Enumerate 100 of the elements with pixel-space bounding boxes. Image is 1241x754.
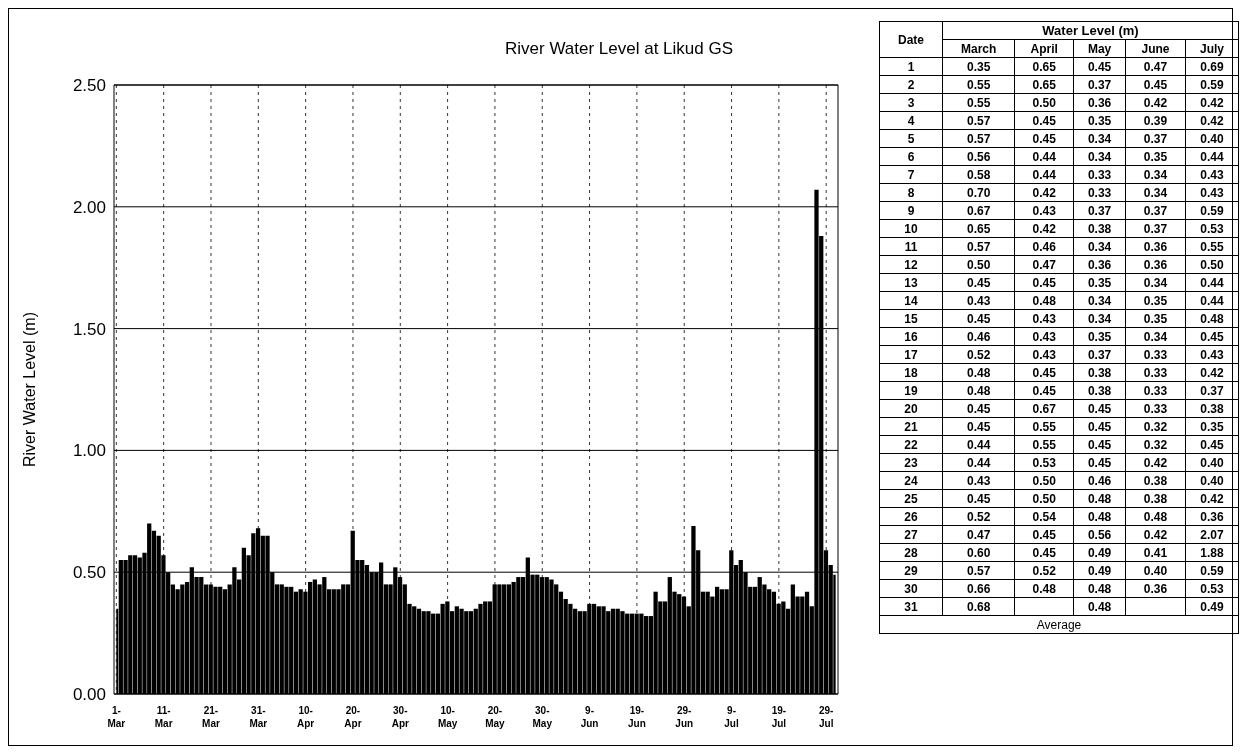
data-label: 0.48	[1073, 489, 1126, 508]
y-tick-label: 19	[879, 381, 943, 400]
data-label: 0.42	[1014, 183, 1074, 202]
data-label: 0.46	[1014, 237, 1074, 256]
data-label: 0.37	[1073, 201, 1126, 220]
data-label: 0.45	[942, 273, 1015, 292]
y-tick-label: 0.00	[72, 685, 106, 705]
data-label: 0.35	[1073, 111, 1126, 130]
data-label: 0.65	[1014, 57, 1074, 76]
x-tick-label: 30-Apr	[391, 705, 409, 729]
data-label: 0.40	[1185, 471, 1239, 490]
y-tick-label: 1.50	[72, 319, 106, 339]
data-label: 0.36	[1125, 579, 1186, 598]
y-tick-label: 28	[879, 543, 943, 562]
y-tick-label: 12	[879, 255, 943, 274]
y-axis-title: River Water Level (m)	[20, 312, 38, 467]
data-label: 0.45	[1014, 525, 1074, 544]
x-tick-label: 29-Jun	[675, 705, 694, 729]
data-label: 0.48	[942, 363, 1015, 382]
data-label: 0.39	[1125, 111, 1186, 130]
data-label: 0.70	[942, 183, 1015, 202]
y-tick-label: 2.50	[72, 76, 106, 96]
y-tick-label: 25	[879, 489, 943, 508]
y-tick-label: 22	[879, 435, 943, 454]
data-label: 0.44	[942, 453, 1015, 472]
data-label: 0.45	[1073, 453, 1126, 472]
data-label: 0.48	[1073, 507, 1126, 526]
data-label: 0.36	[1185, 507, 1239, 526]
data-label: 0.34	[1125, 327, 1186, 346]
y-tick-label: 31	[879, 597, 943, 616]
data-label: 0.43	[1185, 183, 1239, 202]
data-label: 0.47	[1125, 57, 1186, 76]
data-label: 0.44	[942, 435, 1015, 454]
data-label: 0.37	[1073, 75, 1126, 94]
data-label: 0.36	[1073, 93, 1126, 112]
data-label: 0.59	[1185, 561, 1239, 580]
data-label: 0.48	[1014, 291, 1074, 310]
data-label: 0.43	[1185, 345, 1239, 364]
x-tick-label: 19-Jun	[628, 705, 646, 729]
data-label: 0.66	[942, 579, 1015, 598]
y-tick-label: 2	[879, 75, 943, 94]
data-label: 0.67	[942, 201, 1015, 220]
x-tick-label: 21-Mar	[202, 705, 220, 729]
data-label: 0.48	[942, 381, 1015, 400]
data-label: 0.42	[1014, 219, 1074, 238]
data-label: 0.45	[1073, 57, 1126, 76]
data-label: 0.45	[1014, 363, 1074, 382]
data-label: 0.56	[1073, 525, 1126, 544]
data-label: 0.46	[942, 327, 1015, 346]
x-tick-label: 10-Apr	[297, 705, 315, 729]
y-tick-label: 8	[879, 183, 943, 202]
data-label: 0.32	[1125, 417, 1186, 436]
data-label: 0.42	[1125, 525, 1186, 544]
x-tick-label: 9-Jun	[580, 705, 599, 729]
data-label: 0.53	[1014, 453, 1074, 472]
data-label: 0.49	[1185, 597, 1239, 616]
y-tick-label: 10	[879, 219, 943, 238]
data-label: 0.44	[1185, 291, 1239, 310]
data-label: 0.38	[1125, 489, 1186, 508]
x-tick-label: April	[1014, 39, 1074, 58]
data-label: 0.45	[1185, 327, 1239, 346]
text: Average	[879, 615, 1239, 634]
data-label: 0.37	[1125, 219, 1186, 238]
data-label: 0.47	[942, 525, 1015, 544]
x-tick-label: July	[1185, 39, 1239, 58]
y-tick-label: 0.50	[72, 563, 106, 583]
x-tick-label: June	[1125, 39, 1186, 58]
data-label: 0.58	[942, 165, 1015, 184]
data-label: 0.53	[1185, 219, 1239, 238]
data-label: 0.34	[1073, 237, 1126, 256]
data-label: 0.50	[1014, 489, 1074, 508]
data-label: 0.45	[942, 417, 1015, 436]
y-tick-label: 18	[879, 363, 943, 382]
data-label: 0.44	[1185, 273, 1239, 292]
data-label: 0.57	[942, 129, 1015, 148]
data-label: 0.48	[1014, 579, 1074, 598]
data-label: 0.37	[1125, 201, 1186, 220]
data-label: 0.43	[1014, 345, 1074, 364]
chart-title: River Water Level at Likud GS	[504, 39, 734, 59]
data-label: 0.44	[1014, 165, 1074, 184]
chart-title: Water Level (m)	[942, 21, 1239, 40]
data-label: 0.34	[1073, 129, 1126, 148]
y-tick-label: 27	[879, 525, 943, 544]
data-label: 0.40	[1185, 453, 1239, 472]
data-label: 0.48	[1185, 309, 1239, 328]
data-label: 1.88	[1185, 543, 1239, 562]
data-label: 0.35	[1125, 147, 1186, 166]
data-label: 0.32	[1125, 435, 1186, 454]
data-label: 0.34	[1125, 165, 1186, 184]
data-label: 0.44	[1185, 147, 1239, 166]
data-label: 0.43	[1185, 165, 1239, 184]
data-label: 0.42	[1185, 489, 1239, 508]
data-label: 0.45	[1014, 381, 1074, 400]
data-label: 0.37	[1125, 129, 1186, 148]
data-label: 0.55	[1014, 435, 1074, 454]
y-tick-label: 24	[879, 471, 943, 490]
data-label: 0.57	[942, 561, 1015, 580]
data-label: 0.46	[1073, 471, 1126, 490]
x-tick-label: 11-Mar	[154, 705, 173, 729]
data-label: 0.34	[1125, 183, 1186, 202]
